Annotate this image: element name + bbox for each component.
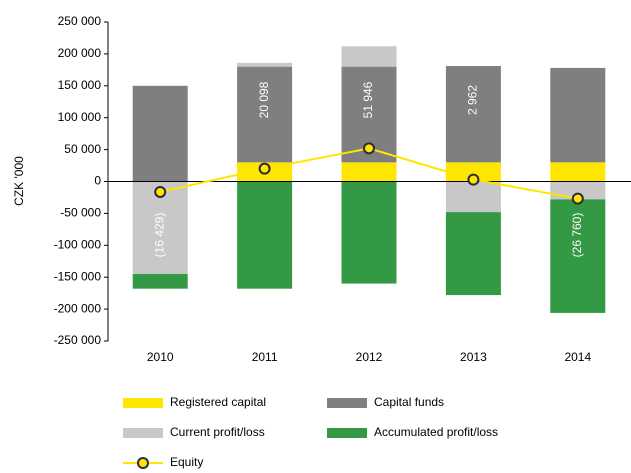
legend-swatch [327, 398, 367, 408]
y-tick-label: 50 000 [64, 142, 101, 156]
bar-segment [445, 181, 501, 213]
bar-segment [237, 62, 293, 67]
legend-label: Equity [170, 455, 203, 469]
legend-swatch [123, 428, 163, 438]
x-tick-label: 2013 [460, 350, 487, 364]
legend-label: Registered capital [170, 395, 266, 409]
bar-segment [550, 181, 606, 200]
bar-segment [550, 199, 606, 313]
bar-segment [445, 66, 501, 163]
y-tick-label: 100 000 [58, 110, 102, 124]
equity-marker [467, 173, 480, 186]
bar-segment [132, 85, 188, 182]
y-tick-label: -200 000 [54, 301, 102, 315]
equity-marker [154, 185, 167, 198]
bar-segment [341, 162, 397, 182]
y-tick-label: -250 000 [54, 333, 102, 347]
equity-label: 51 946 [361, 81, 375, 118]
legend-swatch [327, 428, 367, 438]
x-tick-label: 2014 [564, 350, 591, 364]
bar-segment [341, 181, 397, 284]
bar-segment [237, 66, 293, 163]
y-tick-label: 200 000 [58, 46, 102, 60]
legend-swatch [123, 398, 163, 408]
equity-label: (26 760) [570, 213, 584, 258]
legend-label: Current profit/loss [170, 425, 265, 439]
y-tick-label: -100 000 [54, 237, 102, 251]
legend-label: Accumulated profit/loss [374, 425, 498, 439]
y-tick-label: 0 [94, 174, 101, 188]
legend-label: Capital funds [374, 395, 444, 409]
x-tick-label: 2012 [356, 350, 383, 364]
bar-segment [445, 162, 501, 182]
y-tick-label: -50 000 [60, 206, 101, 220]
equity-label: (16 429) [152, 213, 166, 258]
equity-marker [363, 142, 375, 155]
legend-marker [137, 457, 149, 469]
bar-segment [237, 181, 293, 289]
bar-segment [445, 212, 501, 296]
bar-segment [550, 67, 606, 163]
equity-marker [258, 162, 271, 175]
y-axis-label: CZK '000 [12, 156, 26, 206]
bar-segment [341, 46, 397, 67]
y-tick-label: 150 000 [58, 78, 102, 92]
equity-label: 20 098 [257, 81, 271, 118]
equity-label: 2 962 [466, 85, 480, 115]
y-tick-label: 250 000 [58, 14, 102, 28]
y-tick-label: -150 000 [54, 269, 102, 283]
bar-segment [132, 274, 188, 289]
x-tick-label: 2010 [147, 350, 174, 364]
equity-marker [571, 192, 584, 205]
bars [132, 46, 606, 313]
bar-segment [550, 162, 606, 182]
x-tick-label: 2011 [252, 350, 278, 364]
